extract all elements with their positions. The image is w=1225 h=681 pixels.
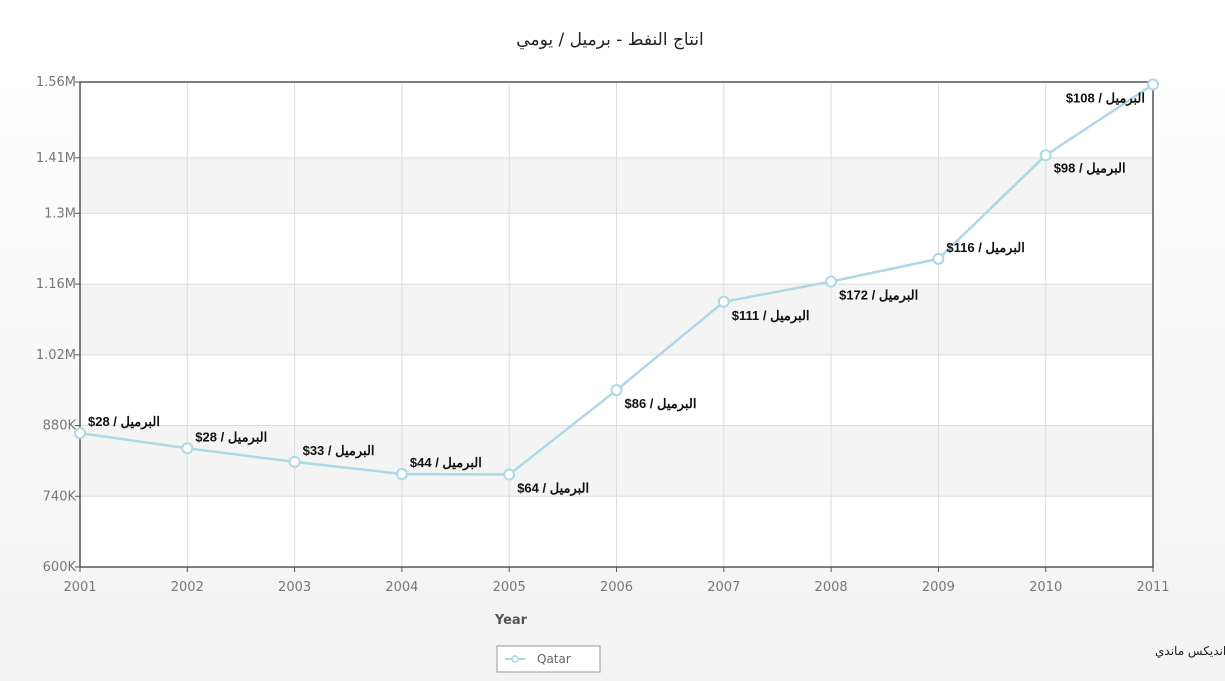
y-tick-label: 1.3M (44, 206, 76, 221)
data-label: $116 / البرميل (946, 240, 1024, 256)
data-point[interactable] (181, 442, 194, 455)
data-label: $98 / البرميل (1054, 160, 1126, 176)
y-tick-label: 740K (43, 489, 77, 504)
y-tick-label: 880K (43, 419, 77, 434)
chart-title: انتاج النفط - برميل / يومي (516, 30, 703, 50)
data-label: $33 / البرميل (303, 443, 375, 459)
y-axis: 600K 740K 880K 1.02M 1.16M 1.3M 1.41M 1.56M (36, 75, 80, 575)
data-point[interactable] (610, 384, 623, 397)
y-tick-label: 1.41M (36, 151, 76, 166)
source-note: منقول عن انديكس ماندي (1155, 644, 1225, 659)
x-tick-label: 2002 (171, 580, 204, 595)
x-tick-label: 2011 (1136, 580, 1169, 595)
data-point[interactable] (932, 252, 945, 265)
x-tick-label: 2010 (1029, 580, 1062, 595)
x-tick-label: 2005 (493, 580, 526, 595)
x-tick-label: 2001 (63, 580, 96, 595)
data-label: $108 / البرميل (1066, 91, 1145, 107)
data-point[interactable] (825, 275, 838, 288)
data-label: $28 / البرميل (88, 414, 160, 430)
x-axis-title: Year (494, 613, 528, 628)
data-label: $172 / البرميل (839, 288, 918, 304)
data-point[interactable] (288, 455, 301, 468)
y-tick-label: 1.02M (36, 348, 76, 363)
data-point[interactable] (503, 468, 516, 481)
data-point[interactable] (74, 427, 86, 440)
x-tick-label: 2004 (385, 580, 418, 595)
legend[interactable]: Qatar (496, 645, 601, 673)
data-label: $28 / البرميل (195, 429, 267, 445)
y-tick-label: 1.56M (36, 75, 76, 90)
data-label: $111 / البرميل (732, 308, 810, 324)
legend-label-qatar: Qatar (537, 652, 571, 666)
y-tick-label: 600K (43, 560, 77, 575)
data-label: $44 / البرميل (410, 455, 482, 471)
x-tick-label: 2009 (922, 580, 955, 595)
data-point[interactable] (1039, 149, 1052, 162)
x-tick-label: 2008 (815, 580, 848, 595)
x-tick-label: 2003 (278, 580, 311, 595)
data-labels: $28 / البرميل $28 / البرميل $33 / البرميل $… (88, 91, 1145, 497)
y-tick-label: 1.16M (36, 277, 76, 292)
x-tick-label: 2007 (707, 580, 740, 595)
x-axis: 2001 2002 2003 2004 2005 2006 2007 2008 2009 2010… (63, 567, 1170, 595)
data-label: $64 / البرميل (517, 481, 589, 497)
data-label: $86 / البرميل (625, 396, 697, 412)
data-point[interactable] (717, 295, 730, 308)
data-point[interactable] (1147, 78, 1159, 91)
data-point[interactable] (395, 468, 408, 481)
series-qatar (74, 78, 1159, 481)
legend-marker-icon (511, 655, 519, 663)
x-tick-label: 2006 (600, 580, 633, 595)
